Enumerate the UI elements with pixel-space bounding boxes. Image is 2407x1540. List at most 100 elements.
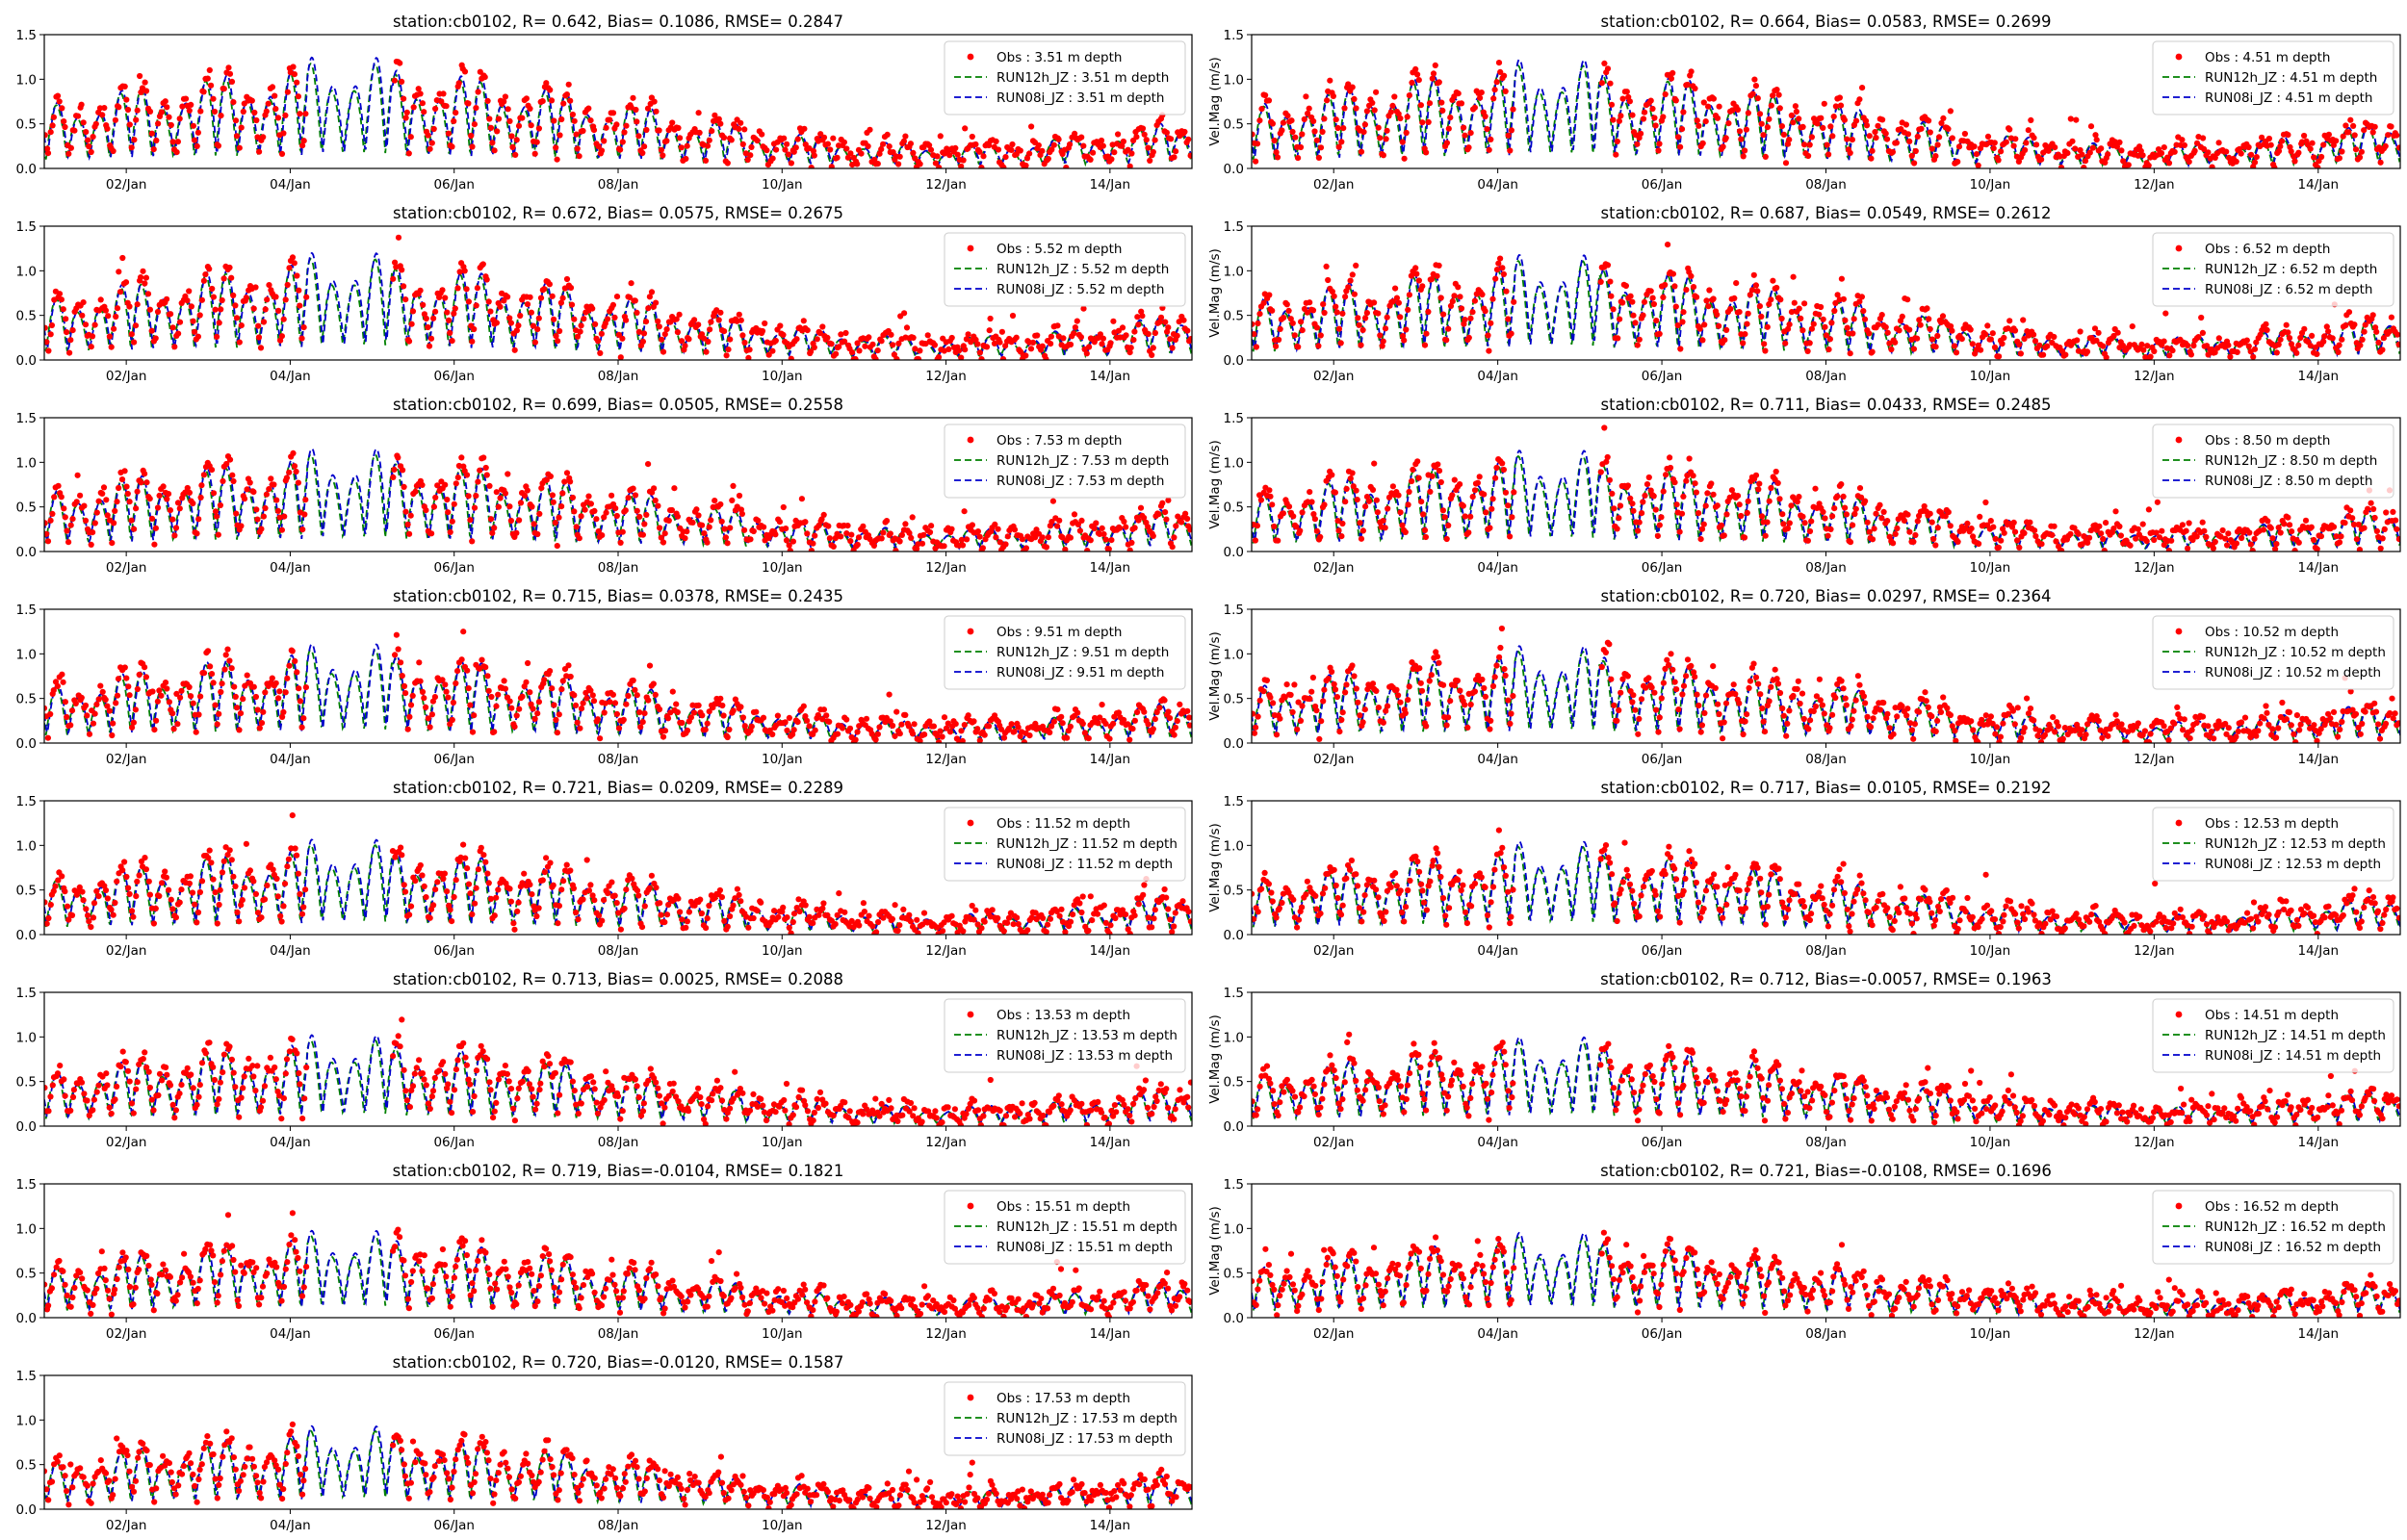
- obs-point: [1793, 108, 1799, 116]
- obs-point: [643, 126, 650, 134]
- obs-point: [204, 648, 212, 654]
- obs-point: [1882, 323, 1889, 330]
- obs-point: [1295, 155, 1302, 162]
- obs-point: [551, 316, 557, 322]
- obs-point: [856, 347, 863, 354]
- legend-label: Obs : 3.51 m depth: [996, 50, 1122, 65]
- obs-point: [893, 356, 900, 360]
- obs-point: [1011, 526, 1019, 533]
- obs-point: [1987, 518, 1994, 525]
- obs-point: [702, 727, 709, 733]
- obs-point: [958, 728, 965, 734]
- obs-point: [1002, 154, 1009, 161]
- obs-point: [253, 506, 260, 513]
- obs-point: [1610, 306, 1617, 313]
- obs-point: [179, 103, 186, 110]
- obs-point: [1869, 348, 1876, 355]
- obs-point: [1820, 508, 1826, 516]
- obs-point: [2005, 710, 2011, 717]
- obs-point: [1852, 505, 1859, 512]
- obs-point: [1658, 695, 1665, 702]
- obs-point: [1290, 513, 1297, 520]
- obs-point: [634, 309, 640, 316]
- obs-point: [449, 716, 455, 724]
- obs-point: [2112, 508, 2119, 515]
- obs-point: [724, 733, 731, 741]
- obs-point: [1721, 719, 1727, 726]
- obs-point: [402, 690, 409, 697]
- obs-point: [783, 537, 790, 544]
- y-tick-label: 1.5: [16, 794, 37, 809]
- obs-point: [88, 344, 94, 350]
- obs-point: [2201, 527, 2208, 534]
- obs-point: [234, 705, 241, 711]
- obs-point: [1607, 80, 1614, 87]
- obs-point: [1165, 497, 1172, 503]
- obs-point: [74, 472, 81, 478]
- obs-point: [65, 539, 72, 546]
- obs-point: [454, 285, 461, 292]
- obs-point: [547, 87, 554, 93]
- obs-point: [2379, 346, 2386, 353]
- obs-point: [473, 492, 479, 500]
- obs-point: [214, 721, 220, 728]
- obs-point: [1063, 165, 1070, 168]
- obs-point: [991, 340, 998, 346]
- obs-point: [739, 332, 746, 339]
- obs-point: [1880, 508, 1887, 516]
- obs-point: [2199, 713, 2207, 720]
- obs-point: [1467, 130, 1474, 137]
- obs-point: [541, 286, 548, 293]
- obs-point: [1653, 706, 1660, 713]
- obs-point: [479, 656, 485, 663]
- obs-point: [425, 323, 431, 331]
- obs-point: [1380, 338, 1386, 345]
- obs-point: [794, 719, 801, 726]
- obs-point: [1758, 120, 1765, 127]
- obs-point: [515, 322, 522, 329]
- obs-point: [2285, 329, 2291, 336]
- obs-point: [1275, 537, 1281, 544]
- obs-point: [1723, 326, 1730, 333]
- obs-point: [1814, 120, 1821, 127]
- obs-point: [730, 707, 737, 714]
- obs-point: [1106, 735, 1113, 742]
- obs-point: [1511, 298, 1517, 305]
- obs-point: [593, 516, 600, 523]
- obs-point: [1152, 716, 1158, 723]
- obs-point: [108, 907, 115, 913]
- obs-point: [1310, 511, 1317, 518]
- obs-point: [272, 92, 278, 99]
- obs-point: [2264, 709, 2270, 716]
- obs-point: [1427, 488, 1434, 495]
- obs-point: [806, 723, 813, 730]
- obs-point: [887, 530, 893, 537]
- obs-point: [2340, 133, 2346, 140]
- x-tick-label: 04/Jan: [270, 943, 311, 959]
- obs-point: [123, 96, 130, 103]
- obs-point: [1488, 320, 1494, 326]
- obs-point: [2120, 158, 2127, 165]
- obs-point: [258, 526, 265, 532]
- obs-point: [1395, 299, 1402, 306]
- obs-point: [808, 548, 815, 552]
- obs-point: [1258, 106, 1265, 113]
- obs-point: [1432, 62, 1438, 68]
- obs-point: [47, 901, 54, 909]
- obs-point: [167, 507, 173, 514]
- obs-point: [691, 317, 698, 323]
- obs-point: [248, 97, 255, 104]
- obs-point: [1673, 686, 1680, 693]
- obs-point: [2186, 159, 2192, 166]
- x-tick-label: 14/Jan: [1090, 752, 1131, 767]
- obs-point: [148, 130, 155, 137]
- obs-point: [1126, 547, 1133, 552]
- obs-point: [1134, 314, 1141, 321]
- obs-point: [801, 125, 808, 132]
- obs-point: [445, 130, 452, 137]
- obs-point: [210, 680, 217, 686]
- obs-point: [1119, 142, 1126, 149]
- obs-point: [2009, 707, 2016, 714]
- obs-point: [2287, 522, 2293, 528]
- series-run08i-line: [1252, 58, 2400, 168]
